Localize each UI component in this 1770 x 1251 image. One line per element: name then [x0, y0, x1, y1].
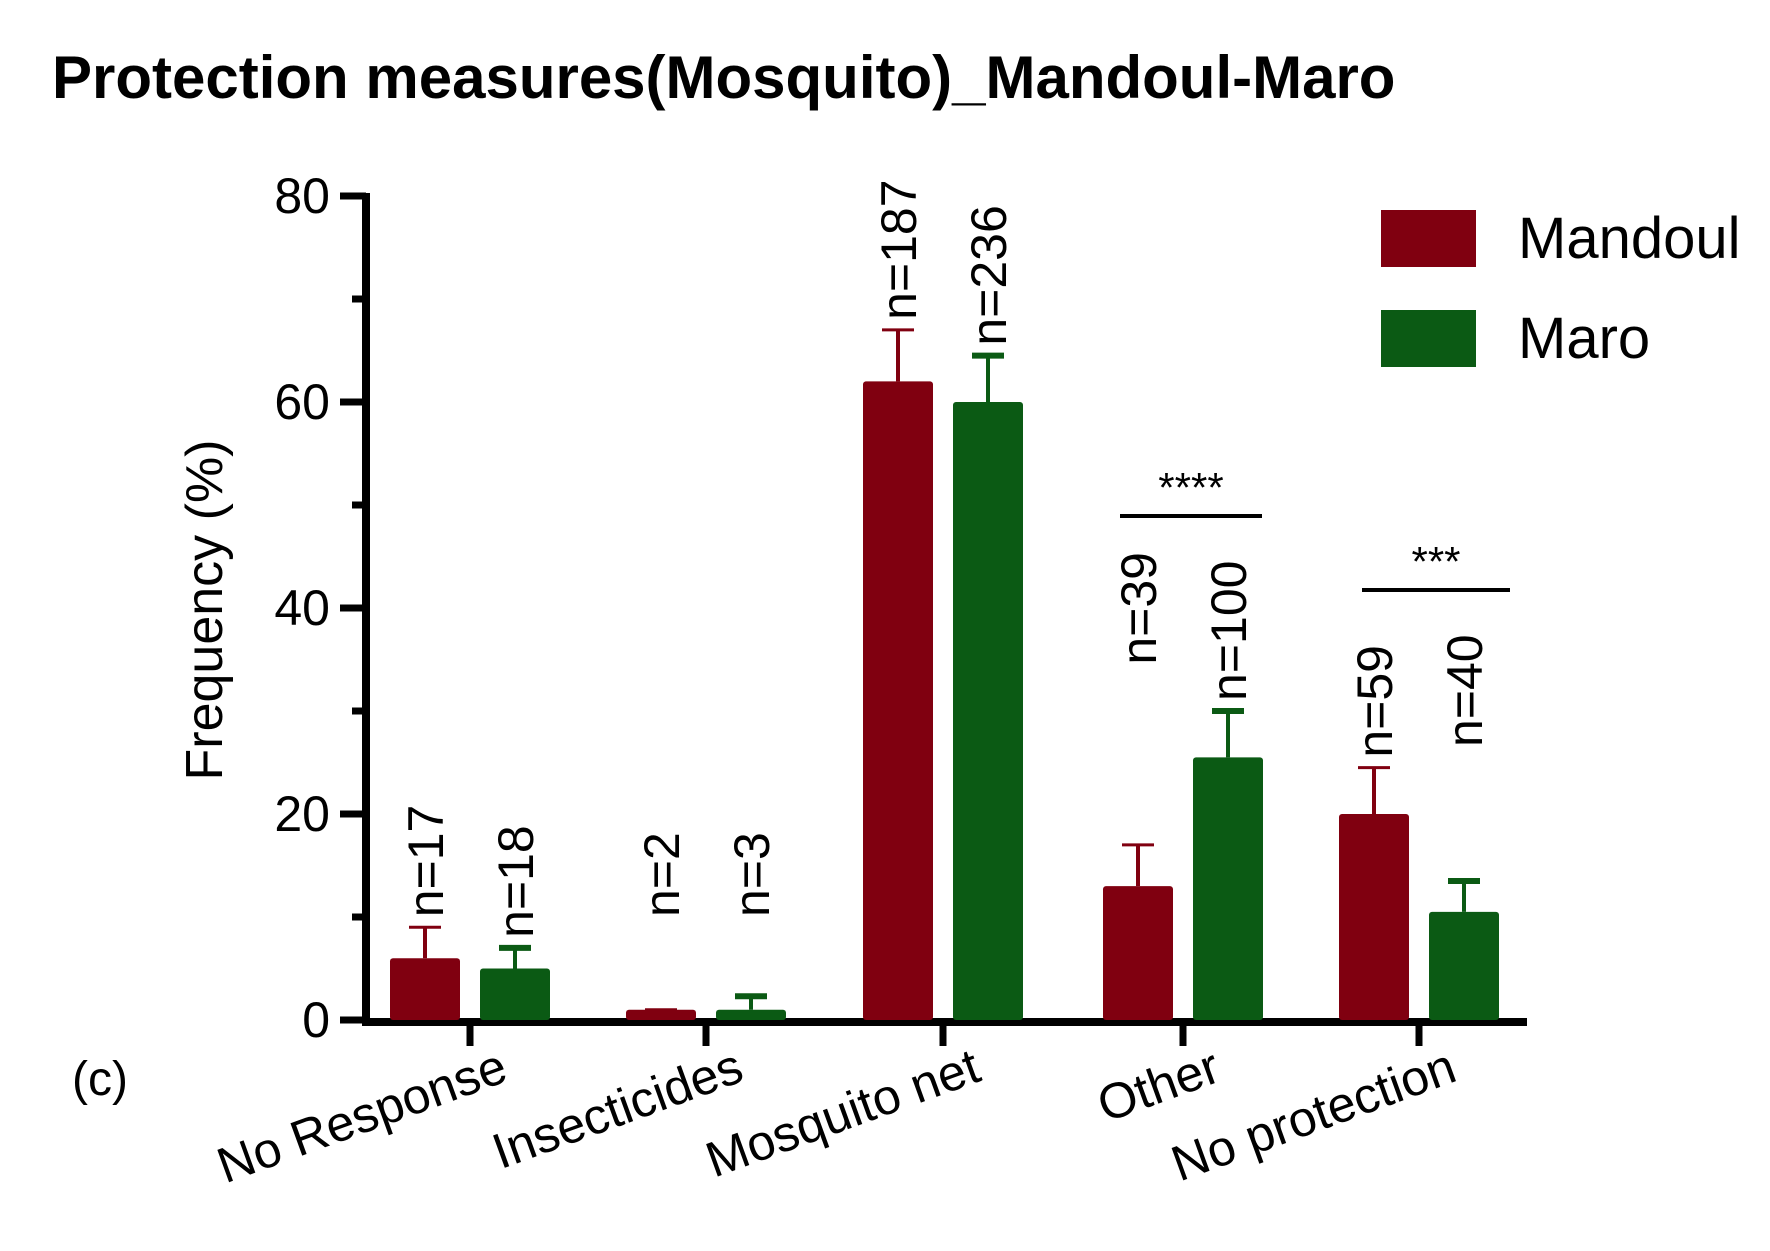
- y-tick-label: 60: [274, 374, 330, 430]
- legend-label: Mandoul: [1518, 206, 1740, 271]
- y-tick-label: 20: [274, 786, 330, 842]
- x-tick-label: Mosquito net: [699, 1038, 987, 1189]
- y-axis-label: Frequency (%): [176, 440, 234, 781]
- bar-maro: [716, 1009, 786, 1020]
- n-label: n=3: [724, 832, 780, 917]
- x-tick-label: No Response: [210, 1038, 514, 1194]
- legend-label: Maro: [1518, 306, 1650, 371]
- y-tick-label: 40: [274, 580, 330, 636]
- bar-maro: [953, 402, 1023, 1020]
- n-label: n=59: [1347, 645, 1403, 758]
- legend-swatch-mandoul: [1381, 210, 1476, 267]
- bar-maro: [480, 968, 550, 1020]
- n-label: n=18: [488, 825, 544, 938]
- legend-swatch-maro: [1381, 310, 1476, 367]
- panel-label: (c): [72, 1053, 128, 1106]
- bar-mandoul: [626, 1009, 696, 1020]
- n-label: n=17: [398, 805, 454, 918]
- bar-mandoul: [863, 381, 933, 1020]
- n-label: n=39: [1111, 552, 1167, 665]
- significance-label: ****: [1158, 464, 1223, 511]
- n-label: n=236: [961, 205, 1017, 345]
- y-tick-label: 0: [302, 992, 330, 1048]
- chart-title: Protection measures(Mosquito)_Mandoul-Ma…: [52, 44, 1395, 111]
- bar-maro: [1193, 757, 1263, 1020]
- y-tick-label: 80: [274, 168, 330, 224]
- n-label: n=2: [634, 832, 690, 917]
- n-label: n=100: [1201, 561, 1257, 701]
- bar-mandoul: [1103, 886, 1173, 1020]
- significance-label: ***: [1411, 538, 1460, 585]
- n-label: n=40: [1437, 634, 1493, 747]
- bar-mandoul: [1339, 814, 1409, 1020]
- x-tick-label: Other: [1090, 1038, 1227, 1133]
- bar-mandoul: [390, 958, 460, 1020]
- bar-maro: [1429, 911, 1499, 1020]
- n-label: n=187: [871, 179, 927, 319]
